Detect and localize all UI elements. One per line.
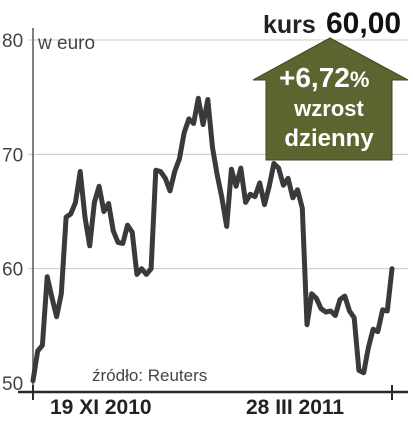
source-label: źródło: Reuters [92,366,207,385]
y-tick-label: 70 [2,145,23,166]
daily-change-arrow: +6,72% wzrost dzienny [252,37,409,161]
y-axis-unit-label: w euro [37,33,95,54]
x-label-end: 28 III 2011 [246,396,344,419]
y-tick-label: 60 [2,260,23,281]
arrow-change-number: +6,72 [279,62,350,93]
arrow-change-percent: % [350,67,370,92]
y-tick-label: 50 [2,374,23,395]
y-tick-labels: 80 70 60 50 [2,31,23,395]
kurs-label: kurs [263,11,316,39]
arrow-change-value: +6,72% [279,62,369,93]
arrow-shape [252,37,409,161]
arrow-text-line2: dzienny [284,125,374,152]
x-label-start: 19 XI 2010 [50,396,152,419]
price-series-line [30,95,395,384]
kurs-value: 60,00 [326,7,401,40]
arrow-text-line1: wzrost [293,96,364,121]
kurs-box: kurs 60,00 [263,7,401,40]
y-tick-label: 80 [2,31,23,52]
